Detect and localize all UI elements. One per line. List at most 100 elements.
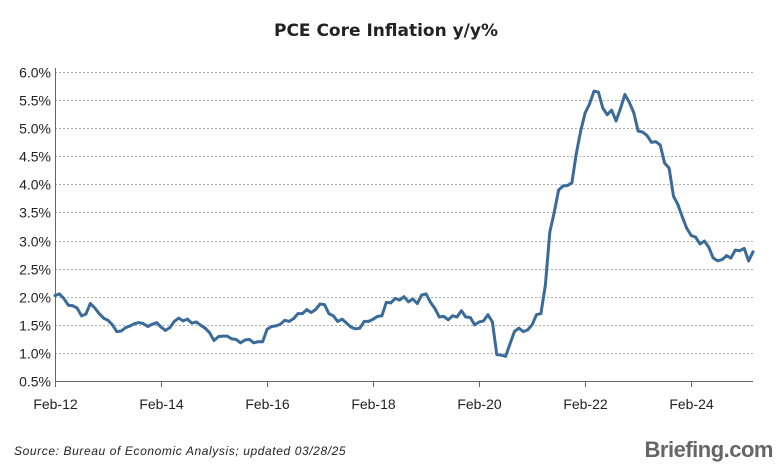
data-point <box>623 93 627 96</box>
data-point <box>446 318 450 322</box>
data-point <box>521 330 525 333</box>
series-line <box>53 89 755 358</box>
data-point <box>270 325 273 328</box>
data-point <box>371 317 375 321</box>
y-tick-label: 4.0% <box>19 177 51 193</box>
data-point <box>495 353 499 356</box>
data-point <box>627 100 631 104</box>
x-tick-label: Feb-16 <box>245 396 290 412</box>
data-point <box>544 283 547 287</box>
data-point <box>548 230 552 234</box>
data-point <box>398 298 401 302</box>
data-point <box>473 323 477 327</box>
x-tick-label: Feb-14 <box>139 396 184 412</box>
data-point <box>225 334 229 338</box>
x-tick-label: Feb-18 <box>351 396 396 412</box>
data-point <box>738 249 742 253</box>
data-point <box>181 319 185 323</box>
data-point <box>742 247 746 250</box>
data-point <box>442 315 446 318</box>
data-point <box>460 309 463 313</box>
data-point <box>491 320 494 324</box>
data-point <box>641 130 644 134</box>
data-point <box>199 324 203 327</box>
data-point <box>402 295 406 299</box>
data-point <box>106 318 110 322</box>
data-point <box>597 90 600 94</box>
data-point <box>186 317 189 321</box>
data-point <box>278 322 282 326</box>
data-point <box>195 320 198 324</box>
data-point <box>672 194 675 198</box>
data-point <box>482 319 485 323</box>
data-point <box>561 184 565 188</box>
y-axis-ticks: 0.5% 1.0% 1.5% 2.0% 2.5% 3.0% 3.5% 4.0% 4.5% 5.0%… <box>19 65 51 390</box>
data-point <box>88 302 92 305</box>
data-point <box>217 335 220 338</box>
data-point <box>433 307 437 310</box>
data-point <box>172 320 176 323</box>
data-point <box>248 338 251 341</box>
data-point <box>601 106 605 110</box>
x-tick-label: Feb-20 <box>457 396 502 412</box>
data-point <box>177 316 181 320</box>
series-group <box>53 89 755 358</box>
data-point <box>415 302 419 305</box>
data-point <box>80 314 83 318</box>
data-point <box>314 308 317 311</box>
data-point <box>155 321 159 324</box>
data-point <box>499 353 503 357</box>
data-point <box>97 312 101 315</box>
data-point <box>345 321 348 325</box>
data-point <box>685 226 689 230</box>
data-point <box>592 89 596 93</box>
data-point <box>190 321 194 325</box>
data-point <box>265 327 269 331</box>
data-point <box>331 314 335 318</box>
data-point <box>703 239 706 243</box>
y-tick-label: 3.0% <box>19 234 51 250</box>
data-point <box>305 308 309 311</box>
data-point <box>420 293 424 297</box>
data-point <box>102 316 105 320</box>
data-point <box>667 166 671 170</box>
data-point <box>451 314 454 318</box>
data-point <box>477 320 481 324</box>
data-point <box>733 248 737 252</box>
data-point <box>455 315 459 319</box>
data-point <box>252 341 256 345</box>
data-point <box>539 312 543 315</box>
data-point <box>376 315 379 318</box>
data-point <box>605 113 609 117</box>
data-point <box>221 334 225 338</box>
data-point <box>751 250 755 254</box>
data-point <box>570 181 574 185</box>
x-axis: Feb-12 Feb-14 Feb-16 Feb-18 Feb-20 Feb-22 Feb-… <box>33 68 753 412</box>
data-point <box>336 320 340 323</box>
data-point <box>464 315 468 319</box>
data-point <box>142 322 145 326</box>
data-point <box>610 108 613 112</box>
data-point <box>504 354 507 358</box>
y-tick-label: 6.0% <box>19 65 51 81</box>
data-point <box>424 292 428 296</box>
data-point <box>716 259 720 263</box>
data-point <box>115 330 119 333</box>
data-point <box>636 129 640 133</box>
data-point <box>566 184 569 187</box>
data-point <box>552 211 556 214</box>
x-tick-label: Feb-22 <box>563 396 608 412</box>
data-point <box>508 342 512 346</box>
gridlines <box>55 72 753 354</box>
x-tick-label: Feb-24 <box>669 396 714 412</box>
data-point <box>243 338 247 342</box>
data-point <box>358 326 362 330</box>
y-tick-label: 0.5% <box>19 374 51 390</box>
data-point <box>230 337 234 341</box>
data-point <box>654 140 658 144</box>
y-tick-label: 5.5% <box>19 93 51 109</box>
data-point <box>362 320 366 323</box>
data-point <box>93 306 97 310</box>
data-point <box>287 320 291 323</box>
data-point <box>632 111 636 114</box>
